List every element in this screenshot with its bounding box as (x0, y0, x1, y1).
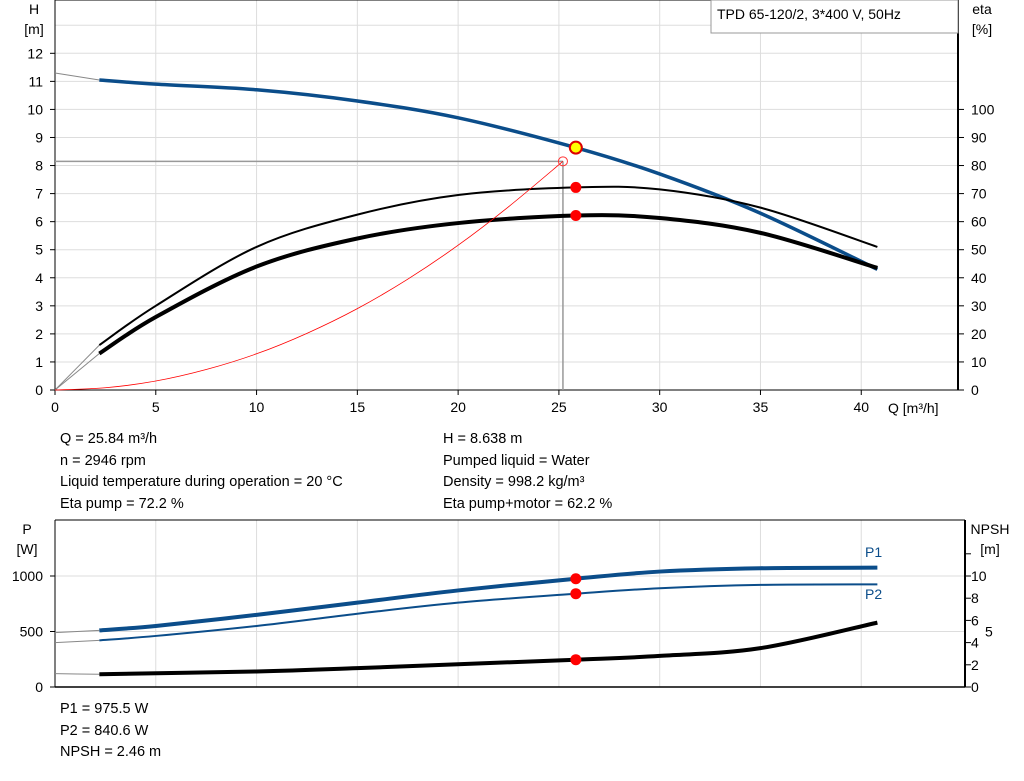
curve-eta-pump-motor (98, 213, 878, 356)
y-axis-label: P (22, 521, 31, 537)
y-axis-label: [m] (24, 21, 43, 37)
info-temp: Liquid temperature during operation = 20… (60, 474, 343, 491)
curve-extension-eta-pump (54, 344, 100, 391)
info-eta-pump: Eta pump = 72.2 % (60, 496, 184, 513)
info-q: Q = 25.84 m³/h (60, 431, 158, 447)
y2-axis-label: NPSH (971, 521, 1010, 537)
curve-p1 (99, 565, 878, 633)
y2-tick-label: 0 (971, 679, 979, 695)
x-tick-label: 15 (350, 399, 366, 415)
y2-tick-label: 6 (971, 612, 979, 628)
x-tick-label: 40 (853, 399, 869, 415)
curve-extension-eta-pump-motor (54, 353, 100, 391)
y2-tick-label: 4 (971, 635, 979, 651)
y2-tick-label: 2 (971, 657, 979, 673)
info-top-right: H = 8.638 m Pumped liquid = Water Densit… (443, 429, 612, 516)
curve-extension-p2 (54, 639, 100, 644)
info-h: H = 8.638 m (443, 431, 523, 447)
x-tick-label: 30 (652, 399, 668, 415)
info-bottom: P1 = 975.5 W P2 = 840.6 W NPSH = 2.46 m (60, 699, 161, 764)
system-point-marker (557, 156, 568, 167)
curve-eta-pump (98, 185, 878, 346)
info-npsh: NPSH = 2.46 m (60, 744, 162, 761)
legend-box (710, 0, 959, 34)
x-tick-label: 35 (753, 399, 769, 415)
y2-axis-label: eta (972, 1, 992, 17)
y2-tick-label: 70 (971, 186, 987, 202)
y2-tick-label: 20 (971, 326, 987, 342)
legend-title: TPD 65-120/2, 3*400 V, 50Hz (717, 6, 901, 22)
y-axis-label: H (29, 1, 39, 17)
y2-tick-label: 60 (971, 214, 987, 230)
y-tick-label: 12 (27, 45, 43, 61)
y2-tick-label: 30 (971, 298, 987, 314)
info-density: Density = 998.2 kg/m³ (443, 474, 585, 491)
x-tick-label: 10 (249, 399, 265, 415)
y2-tick-label: 5 (985, 624, 993, 640)
plot-frame (54, 0, 959, 391)
x-tick-label: 25 (551, 399, 567, 415)
curve-npsh (99, 620, 878, 677)
y-axis-label: [W] (17, 541, 38, 557)
info-p2: P2 = 840.6 W (60, 722, 149, 739)
npsh-point (570, 654, 582, 666)
curve-extension-p1 (54, 629, 100, 634)
p1-series-label: P1 (865, 544, 882, 560)
info-p1: P1 = 975.5 W (60, 701, 149, 717)
y-tick-label: 0 (35, 679, 43, 695)
y-tick-label: 5 (35, 242, 43, 258)
eta-total-point (570, 209, 582, 221)
y-tick-label: 4 (35, 270, 43, 286)
curve-extension-h (54, 72, 100, 81)
y2-axis-label: [m] (980, 541, 999, 557)
y-tick-label: 7 (35, 186, 43, 202)
y-tick-label: 1 (35, 354, 43, 370)
p2-point (570, 588, 582, 600)
x-axis-label: Q [m³/h] (888, 400, 939, 416)
x-tick-label: 20 (450, 399, 466, 415)
x-tick-label: 0 (51, 399, 59, 415)
y2-tick-label: 100 (971, 101, 995, 117)
y2-tick-label: 40 (971, 270, 987, 286)
curve-extension-npsh (54, 673, 100, 675)
y-tick-label: 0 (35, 382, 43, 398)
y-tick-label: 6 (35, 214, 43, 230)
y-tick-label: 9 (35, 129, 43, 145)
y-tick-label: 10 (27, 101, 43, 117)
y2-tick-label: 8 (971, 590, 979, 606)
eta-pump-point (570, 181, 582, 193)
y2-axis-label: [%] (972, 21, 992, 37)
y2-tick-label: 50 (971, 242, 987, 258)
y2-tick-label: 10 (971, 568, 987, 584)
info-liquid: Pumped liquid = Water (443, 452, 590, 469)
y2-tick-label: 80 (971, 158, 987, 174)
curve-system-curve (54, 161, 564, 391)
p2-series-label: P2 (865, 586, 882, 602)
curve-h (99, 78, 879, 271)
y2-tick-label: 0 (971, 382, 979, 398)
info-top-left: Q = 25.84 m³/h n = 2946 rpm Liquid tempe… (60, 429, 343, 516)
y2-tick-label: 90 (971, 129, 987, 145)
x-tick-label: 5 (152, 399, 160, 415)
y-tick-label: 8 (35, 158, 43, 174)
curve-p2 (99, 583, 878, 642)
y-tick-label: 2 (35, 326, 43, 342)
y-tick-label: 1000 (12, 568, 43, 584)
info-n: n = 2946 rpm (60, 452, 146, 469)
p1-point (570, 573, 582, 585)
y2-tick-label: 10 (971, 354, 987, 370)
y-tick-label: 11 (28, 73, 43, 89)
duty-point-marker (568, 140, 583, 155)
y-tick-label: 500 (20, 624, 44, 640)
info-eta-total: Eta pump+motor = 62.2 % (443, 496, 613, 513)
y-tick-label: 3 (35, 298, 43, 314)
